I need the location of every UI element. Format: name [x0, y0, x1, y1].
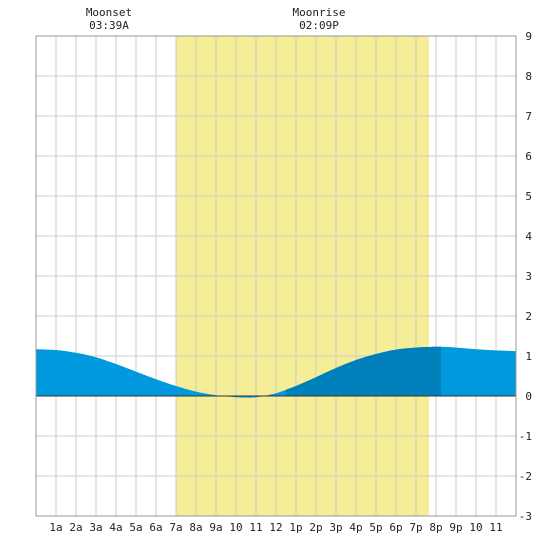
x-tick-label: 11 [249, 521, 262, 534]
moon-event-label: Moonrise [293, 6, 346, 19]
x-tick-label: 5p [369, 521, 382, 534]
x-tick-label: 7a [169, 521, 182, 534]
moon-event-label: Moonset [86, 6, 132, 19]
x-tick-label: 3a [89, 521, 102, 534]
x-tick-label: 2p [309, 521, 322, 534]
y-tick-label: -3 [519, 510, 532, 523]
y-tick-label: 7 [525, 110, 532, 123]
y-tick-label: -2 [519, 470, 532, 483]
y-tick-label: 5 [525, 190, 532, 203]
x-tick-label: 10 [229, 521, 242, 534]
x-tick-label: 1p [289, 521, 302, 534]
x-tick-label: 8a [189, 521, 202, 534]
moon-event-time: 03:39A [89, 19, 129, 32]
x-tick-label: 4a [109, 521, 122, 534]
x-tick-label: 12 [269, 521, 282, 534]
plot-frame [35, 35, 517, 517]
y-tick-label: 9 [525, 30, 532, 43]
x-tick-label: 11 [489, 521, 502, 534]
x-tick-label: 3p [329, 521, 342, 534]
tide-area-dark-segment [286, 346, 441, 396]
x-tick-label: 1a [49, 521, 62, 534]
y-tick-label: 4 [525, 230, 532, 243]
x-tick-label: 6p [389, 521, 402, 534]
y-tick-label: -1 [519, 430, 532, 443]
y-tick-label: 3 [525, 270, 532, 283]
x-tick-label: 10 [469, 521, 482, 534]
y-tick-label: 0 [525, 390, 532, 403]
x-axis-labels: 1a 2a 3a 4a 5a 6a 7a 8a 9a 10 11 12 1p 2p 3p 4p 5p 6p 7p 8p… [49, 521, 502, 534]
x-tick-label: 2a [69, 521, 82, 534]
x-tick-label: 4p [349, 521, 362, 534]
y-tick-label: 6 [525, 150, 532, 163]
y-axis-labels: -3 -2 -1 0 1 2 3 4 5 6 7 8 9 [519, 30, 533, 523]
x-tick-label: 8p [429, 521, 442, 534]
x-tick-label: 9a [209, 521, 222, 534]
y-tick-label: 8 [525, 70, 532, 83]
grid-lines [36, 36, 516, 516]
x-tick-label: 7p [409, 521, 422, 534]
moon-event-time: 02:09P [299, 19, 339, 32]
y-tick-label: 1 [525, 350, 532, 363]
x-tick-label: 5a [129, 521, 142, 534]
y-tick-label: 2 [525, 310, 532, 323]
x-tick-label: 9p [449, 521, 462, 534]
x-tick-label: 6a [149, 521, 162, 534]
